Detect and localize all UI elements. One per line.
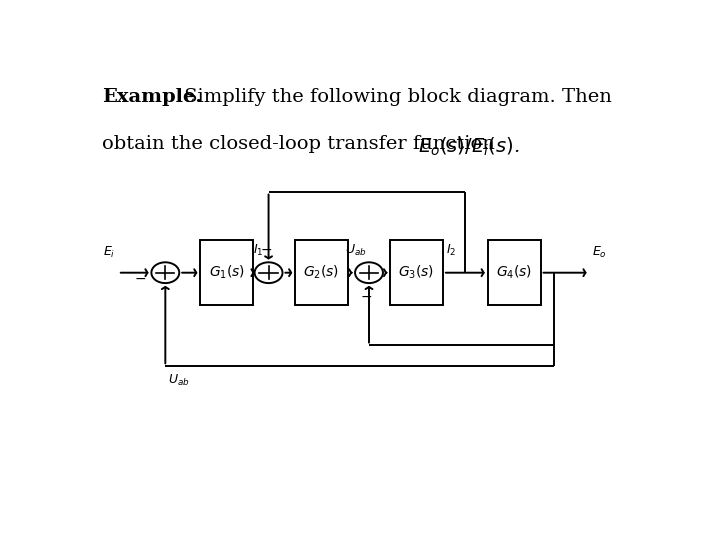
Text: $E_i$: $E_i$ xyxy=(103,245,115,260)
Text: $G_2(s)$: $G_2(s)$ xyxy=(304,264,340,281)
Text: $G_4(s)$: $G_4(s)$ xyxy=(496,264,532,281)
Bar xyxy=(295,240,348,305)
Text: Simplify the following block diagram. Then: Simplify the following block diagram. Th… xyxy=(178,87,611,106)
Text: $G_3(s)$: $G_3(s)$ xyxy=(398,264,434,281)
Text: $I_2$: $I_2$ xyxy=(446,243,456,258)
Bar xyxy=(200,240,253,305)
Text: $-$: $-$ xyxy=(360,289,372,303)
Text: $-$: $-$ xyxy=(134,271,145,285)
Text: $U_{ab}$: $U_{ab}$ xyxy=(345,243,366,258)
Text: Example.: Example. xyxy=(102,87,202,106)
Text: $G_1(s)$: $G_1(s)$ xyxy=(209,264,245,281)
Text: $I_1$: $I_1$ xyxy=(253,243,263,258)
Bar xyxy=(487,240,541,305)
Text: $U_{ab}$: $U_{ab}$ xyxy=(168,373,190,388)
Text: $E_o(s)/E_i(s)$.: $E_o(s)/E_i(s)$. xyxy=(418,136,519,158)
Text: $-$: $-$ xyxy=(260,242,272,256)
Bar xyxy=(390,240,443,305)
Text: $E_o$: $E_o$ xyxy=(593,245,607,260)
Text: obtain the closed-loop transfer function: obtain the closed-loop transfer function xyxy=(102,136,501,153)
